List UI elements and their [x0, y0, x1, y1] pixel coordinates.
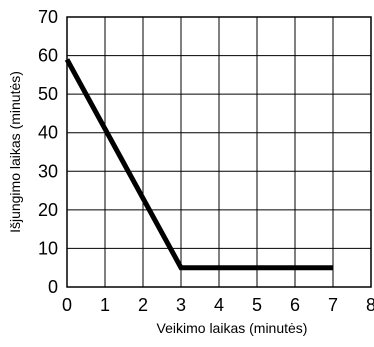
y-tick-label-4: 40: [38, 123, 58, 143]
y-tick-labels: 0 10 20 30 40 50 60 70: [38, 7, 58, 297]
plot-frame: [66, 16, 372, 288]
y-tick-label-0: 0: [48, 277, 58, 297]
x-tick-label-5: 5: [252, 295, 262, 315]
y-tick-label-7: 70: [38, 7, 58, 27]
x-tick-label-7: 7: [328, 295, 338, 315]
x-tick-label-4: 4: [214, 295, 224, 315]
series-line-0: [64, 58, 333, 271]
x-tick-label-0: 0: [62, 295, 72, 315]
y-tick-label-3: 30: [38, 161, 58, 181]
x-axis-label: Veikimo laikas (minutės): [157, 320, 308, 336]
x-tick-label-3: 3: [176, 295, 186, 315]
x-tick-label-1: 1: [100, 295, 110, 315]
y-tick-label-5: 50: [38, 84, 58, 104]
x-tick-labels: 0 1 2 3 4 5 6 7 8: [62, 295, 374, 315]
x-tick-label-6: 6: [290, 295, 300, 315]
series-group: [64, 58, 333, 271]
y-axis-label: Išjungimo laikas (minutės): [7, 71, 23, 233]
x-tick-label-2: 2: [138, 295, 148, 315]
y-tick-label-2: 20: [38, 200, 58, 220]
y-tick-label-6: 60: [38, 46, 58, 66]
y-tick-label-1: 10: [38, 238, 58, 258]
x-tick-label-8: 8: [366, 295, 374, 315]
grid: [67, 17, 371, 287]
